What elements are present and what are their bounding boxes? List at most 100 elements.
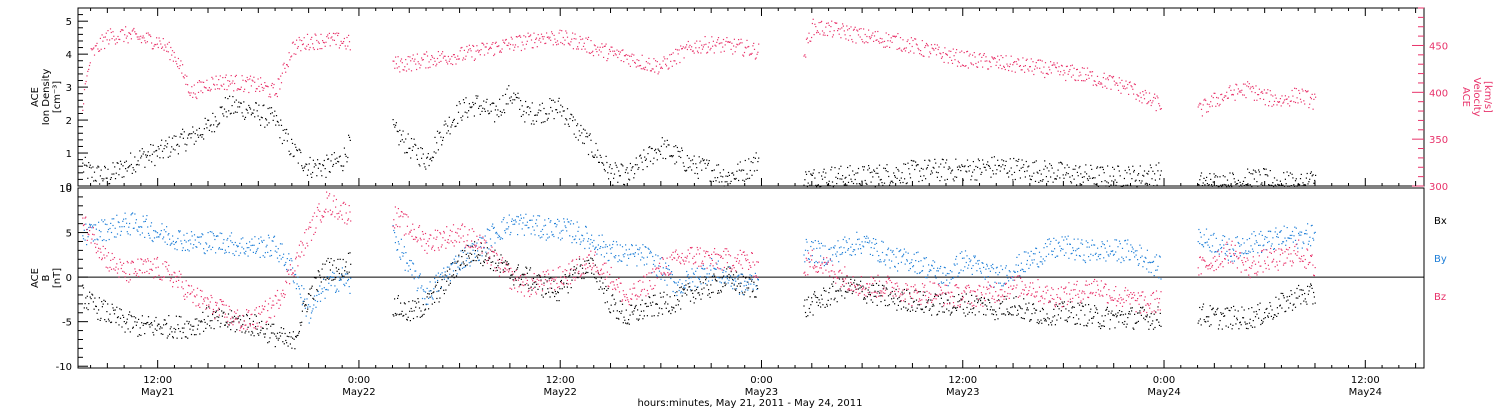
density-series-point — [944, 179, 946, 181]
series-by-point — [495, 231, 498, 233]
density-series-point — [933, 167, 935, 169]
series-bx-point — [847, 291, 849, 293]
density-series-point — [287, 133, 289, 135]
velocity-series-point — [853, 28, 855, 30]
velocity-series-point — [707, 51, 709, 53]
velocity-series-point — [973, 52, 975, 54]
velocity-series-point — [229, 80, 231, 82]
velocity-tick-label: 300 — [1429, 182, 1448, 193]
density-series-point — [607, 172, 609, 174]
velocity-series-point — [291, 55, 293, 57]
series-bx-point — [1159, 312, 1161, 314]
series-bx-point — [612, 294, 614, 296]
density-series-point — [1265, 168, 1267, 170]
velocity-series-point — [247, 79, 249, 81]
velocity-series-point — [93, 47, 95, 49]
series-by-point — [670, 277, 672, 280]
series-bx-point — [1234, 309, 1236, 311]
velocity-series-point — [998, 67, 1000, 69]
series-by-point — [671, 274, 673, 276]
density-series-point — [649, 146, 651, 148]
series-bx-point — [286, 342, 288, 344]
velocity-series-point — [713, 52, 715, 54]
velocity-series-point — [987, 68, 990, 70]
series-by-point — [269, 255, 271, 257]
series-bx-point — [1303, 300, 1305, 302]
velocity-series-point — [1034, 65, 1037, 67]
density-series-point — [269, 107, 271, 109]
series-by-point — [435, 274, 437, 276]
velocity-series-point — [221, 85, 223, 87]
velocity-series-point — [431, 55, 433, 57]
series-bx-point — [600, 277, 602, 279]
series-by-point — [528, 227, 530, 229]
velocity-series-point — [848, 28, 850, 30]
velocity-series-point — [1011, 70, 1013, 72]
series-by-point — [452, 270, 455, 272]
density-series-point — [1086, 173, 1088, 175]
velocity-series-point — [236, 89, 238, 91]
series-by-point — [662, 267, 664, 269]
velocity-series-point — [987, 68, 989, 70]
density-series-point — [1292, 177, 1294, 179]
series-bx-point — [922, 294, 924, 296]
series-by-point — [547, 237, 549, 239]
density-series-point — [500, 114, 502, 116]
velocity-series-point — [857, 30, 859, 32]
series-bx-point — [983, 313, 985, 316]
series-bx-point — [710, 284, 712, 286]
series-by-point — [563, 218, 565, 220]
series-by-point — [586, 232, 588, 234]
velocity-series-point — [604, 45, 606, 47]
series-by-point — [206, 250, 208, 252]
series-bx-point — [954, 306, 956, 309]
series-bx-point — [648, 296, 650, 298]
density-series-point — [880, 178, 882, 181]
velocity-series-point — [985, 56, 987, 58]
density-series-point — [1138, 173, 1140, 175]
series-bx-point — [835, 290, 837, 292]
density-series-point — [976, 179, 978, 181]
velocity-series-point — [839, 28, 841, 30]
density-series-point — [1014, 178, 1016, 181]
series-bx-point — [899, 301, 901, 303]
density-series-point — [1213, 173, 1215, 175]
series-bx-point — [628, 319, 630, 321]
velocity-series-point — [631, 53, 633, 55]
series-bx-point — [150, 323, 152, 325]
density-series-point — [343, 165, 345, 167]
series-bx-point — [897, 298, 899, 300]
series-by-point — [608, 259, 610, 261]
density-series-point — [186, 144, 188, 146]
density-tick-label: 3 — [66, 83, 72, 94]
series-by-point — [508, 214, 510, 216]
series-by-point — [177, 237, 179, 240]
density-series-point — [995, 173, 997, 175]
density-series-point — [230, 112, 232, 114]
velocity-series-point — [102, 40, 104, 42]
series-bx-point — [190, 324, 192, 326]
density-series-point — [462, 115, 464, 117]
series-bx-point — [124, 331, 126, 333]
series-by-point — [129, 222, 131, 225]
series-bx-point — [1020, 307, 1022, 309]
density-series-point — [818, 172, 820, 174]
velocity-series-point — [834, 22, 836, 24]
density-series-point — [192, 131, 195, 133]
series-bx-point — [1048, 324, 1050, 326]
series-bx-point — [403, 302, 405, 304]
density-series-point — [276, 120, 278, 122]
series-by-point — [666, 284, 668, 286]
series-by-point — [669, 273, 671, 275]
series-bx-point — [293, 338, 295, 340]
velocity-series-point — [284, 67, 286, 69]
density-series-point — [533, 123, 535, 125]
velocity-series-point — [1273, 104, 1275, 106]
series-by-point — [86, 244, 88, 246]
density-series-point — [507, 103, 509, 105]
density-series-point — [823, 168, 825, 170]
density-series-point — [290, 153, 292, 155]
density-series-point — [628, 178, 630, 180]
velocity-series-point — [565, 30, 567, 32]
series-bx-point — [806, 299, 808, 301]
